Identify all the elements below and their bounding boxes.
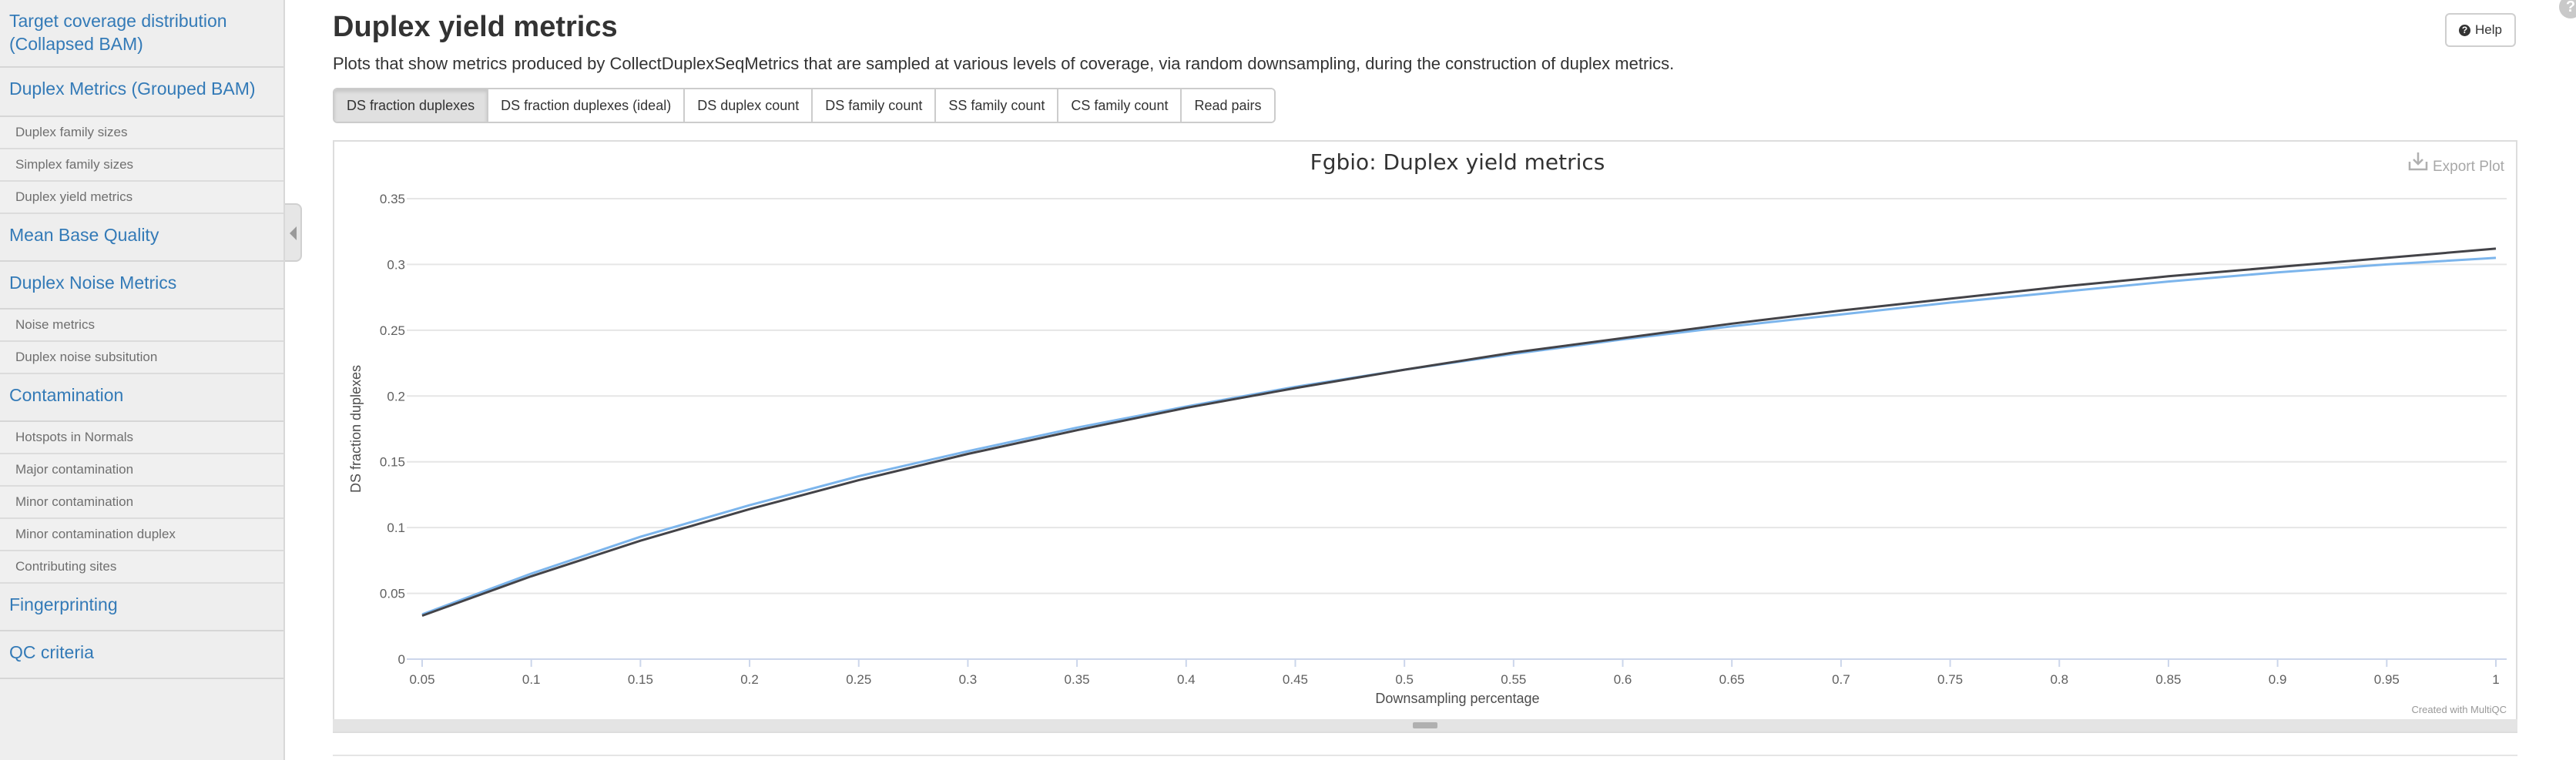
- plot-resize-bar[interactable]: [333, 719, 2517, 732]
- plot-container: 0 0.05 0.1 0.15 0.2 0.25 0.3 0.35 0.05 0.1 0.15 0.2…: [333, 140, 2517, 733]
- download-icon: [2408, 152, 2428, 171]
- sidebar-item-duplex-noise-subsitution[interactable]: Duplex noise subsitution: [0, 342, 283, 374]
- sidebar-section-target-coverage-distribution-collapsed-bam[interactable]: Target coverage distribution (Collapsed …: [0, 0, 283, 68]
- y-tick-label: 0.3: [387, 257, 405, 272]
- sidebar-section-qc-criteria[interactable]: QC criteria: [0, 631, 283, 679]
- data-point[interactable]: [1944, 293, 1957, 305]
- sidebar-item-duplex-family-sizes[interactable]: Duplex family sizes: [0, 117, 283, 149]
- sidebar-item-duplex-yield-metrics[interactable]: Duplex yield metrics: [0, 182, 283, 214]
- y-tick-label: 0.15: [380, 455, 405, 470]
- x-tick-label: 0.35: [1065, 672, 1090, 687]
- sidebar: Target coverage distribution (Collapsed …: [0, 0, 285, 760]
- series-line-1[interactable]: [421, 256, 2497, 616]
- y-tick-label: 0.35: [380, 192, 405, 206]
- help-button-label: Help: [2475, 22, 2502, 37]
- data-point[interactable]: [634, 534, 646, 547]
- sidebar-section-duplex-noise-metrics[interactable]: Duplex Noise Metrics: [0, 262, 283, 310]
- sidebar-collapse-toggle[interactable]: [285, 203, 302, 262]
- data-point[interactable]: [2162, 270, 2175, 283]
- tab-ds-family-count[interactable]: DS family count: [813, 89, 937, 122]
- y-axis-label: DS fraction duplexes: [348, 365, 364, 493]
- question-icon[interactable]: ?: [2559, 0, 2576, 18]
- data-point[interactable]: [1289, 382, 1301, 394]
- sidebar-item-noise-metrics[interactable]: Noise metrics: [0, 310, 283, 342]
- sidebar-section-contamination[interactable]: Contamination: [0, 374, 283, 422]
- data-point[interactable]: [2272, 261, 2284, 273]
- y-tick-label: 0.25: [380, 323, 405, 338]
- x-tick-label: 0.05: [409, 672, 434, 687]
- x-tick-label: 0.6: [1614, 672, 1632, 687]
- data-point[interactable]: [961, 447, 974, 460]
- data-point[interactable]: [743, 503, 756, 515]
- x-tick-label: 0.75: [1937, 672, 1963, 687]
- line-chart: 0 0.05 0.1 0.15 0.2 0.25 0.3 0.35 0.05 0.1 0.15 0.2…: [348, 149, 2507, 715]
- data-point[interactable]: [1180, 402, 1192, 414]
- data-point[interactable]: [416, 610, 428, 622]
- x-tick-label: 0.45: [1283, 672, 1308, 687]
- sidebar-section-mean-base-quality[interactable]: Mean Base Quality: [0, 214, 283, 262]
- x-tick-label: 0.85: [2155, 672, 2181, 687]
- chart-title: Fgbio: Duplex yield metrics: [1310, 149, 1605, 175]
- page-title: Duplex yield metrics: [333, 11, 618, 43]
- sidebar-item-hotspots-in-normals[interactable]: Hotspots in Normals: [0, 422, 283, 454]
- data-point[interactable]: [1398, 363, 1410, 376]
- data-point[interactable]: [2490, 243, 2502, 255]
- question-circle-icon: ?: [2459, 24, 2471, 36]
- x-tick-label: 0.65: [1719, 672, 1745, 687]
- x-tick-label: 0.95: [2374, 672, 2400, 687]
- tab-ds-duplex-count[interactable]: DS duplex count: [685, 89, 813, 122]
- main-content: Duplex yield metrics Plots that show met…: [333, 0, 2521, 760]
- tab-ss-family-count[interactable]: SS family count: [936, 89, 1059, 122]
- sidebar-item-minor-contamination[interactable]: Minor contamination: [0, 487, 283, 519]
- series-line-2[interactable]: [421, 247, 2497, 618]
- data-point[interactable]: [2380, 252, 2393, 264]
- sidebar-item-simplex-family-sizes[interactable]: Simplex family sizes: [0, 149, 283, 182]
- x-tick-label: 0.7: [1832, 672, 1850, 687]
- page-description: Plots that show metrics produced by Coll…: [333, 54, 1675, 73]
- data-point[interactable]: [1508, 347, 1520, 359]
- data-point[interactable]: [1071, 424, 1083, 437]
- divider: [333, 755, 2517, 756]
- tab-cs-family-count[interactable]: CS family count: [1058, 89, 1182, 122]
- export-plot-label: Export Plot: [2433, 159, 2505, 175]
- x-tick-label: 0.2: [740, 672, 759, 687]
- export-plot-button[interactable]: Export Plot: [2408, 152, 2505, 175]
- x-tick-label: 0.1: [522, 672, 541, 687]
- sidebar-item-contributing-sites[interactable]: Contributing sites: [0, 551, 283, 584]
- y-tick-label: 0.2: [387, 389, 405, 403]
- sidebar-item-minor-contamination-duplex[interactable]: Minor contamination duplex: [0, 519, 283, 551]
- tab-read-pairs[interactable]: Read pairs: [1182, 89, 1274, 122]
- x-tick-label: 0.5: [1395, 672, 1414, 687]
- y-tick-label: 0.1: [387, 521, 405, 535]
- data-point[interactable]: [1617, 332, 1629, 344]
- credit-label[interactable]: Created with MultiQC: [2411, 704, 2507, 715]
- data-point[interactable]: [525, 570, 538, 582]
- data-point[interactable]: [853, 474, 865, 487]
- sidebar-section-duplex-metrics-grouped-bam[interactable]: Duplex Metrics (Grouped BAM): [0, 68, 283, 117]
- x-tick-label: 1: [2492, 672, 2499, 687]
- x-tick-label: 0.3: [959, 672, 978, 687]
- sidebar-section-fingerprinting[interactable]: Fingerprinting: [0, 584, 283, 631]
- sidebar-item-major-contamination[interactable]: Major contamination: [0, 454, 283, 487]
- plot-tabs: DS fraction duplexes DS fraction duplexes…: [333, 88, 1276, 123]
- x-axis-label: Downsampling percentage: [1375, 691, 1539, 706]
- data-point[interactable]: [2053, 280, 2065, 293]
- x-tick-label: 0.9: [2269, 672, 2287, 687]
- x-tick-label: 0.8: [2050, 672, 2068, 687]
- data-point[interactable]: [1835, 304, 1847, 316]
- resize-handle[interactable]: [1413, 722, 1437, 728]
- help-button[interactable]: ? Help: [2445, 13, 2516, 47]
- tab-ds-fraction-duplexes-ideal[interactable]: DS fraction duplexes (ideal): [488, 89, 686, 122]
- y-tick-label: 0.05: [380, 587, 405, 601]
- data-point[interactable]: [1726, 317, 1738, 330]
- x-tick-label: 0.15: [628, 672, 653, 687]
- x-tick-label: 0.25: [846, 672, 871, 687]
- y-tick-label: 0: [398, 652, 405, 667]
- tab-ds-fraction-duplexes[interactable]: DS fraction duplexes: [334, 89, 489, 122]
- x-tick-label: 0.4: [1177, 672, 1196, 687]
- x-tick-label: 0.55: [1501, 672, 1526, 687]
